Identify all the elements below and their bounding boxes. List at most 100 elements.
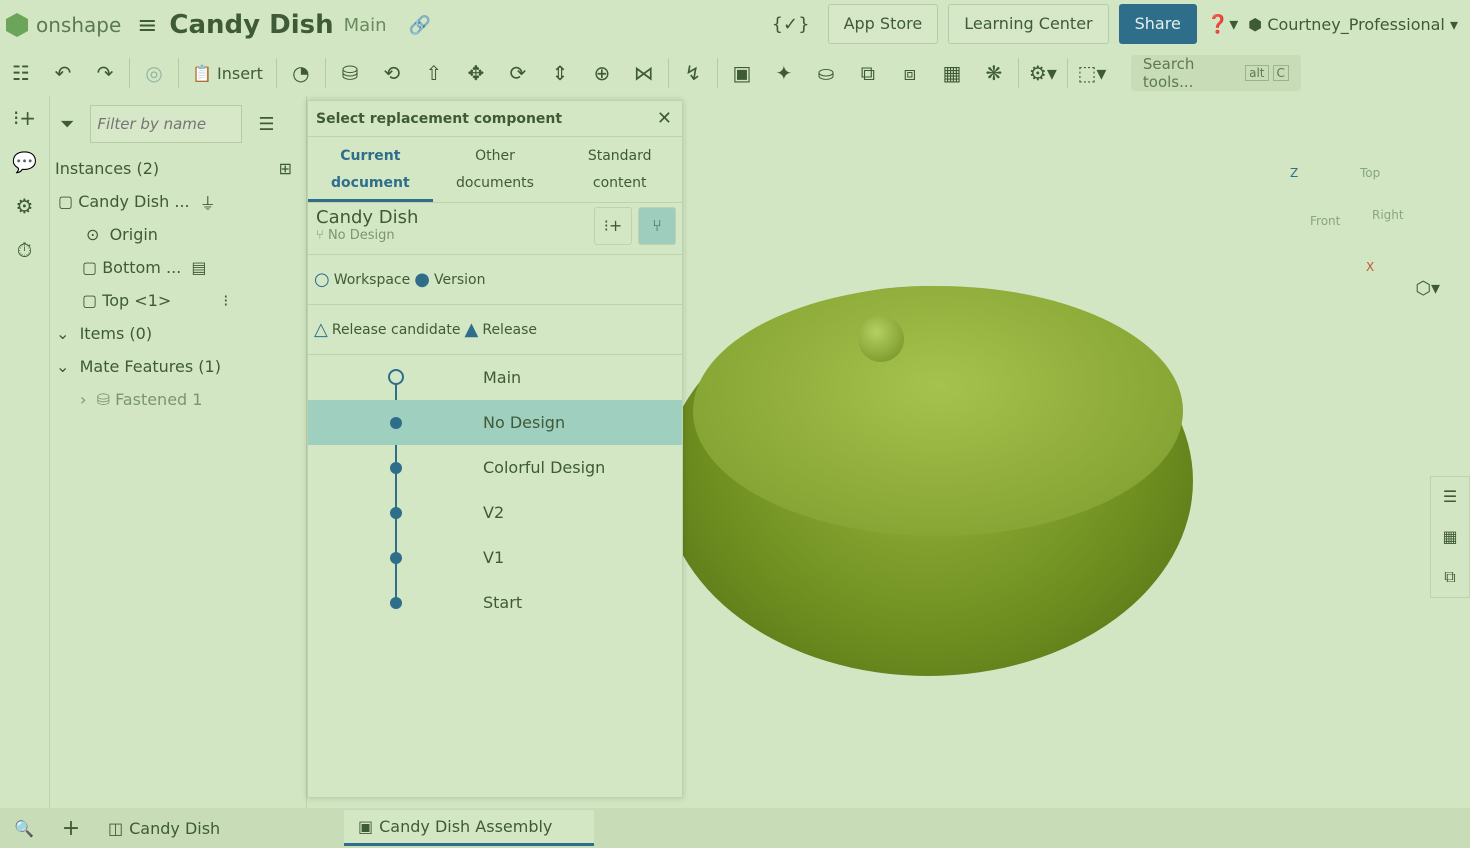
- history-icon[interactable]: ⏱: [16, 238, 33, 262]
- version-node-icon: [390, 597, 402, 609]
- version-label: No Design: [483, 413, 566, 432]
- properties-icon[interactable]: ☰: [1442, 487, 1458, 506]
- circular-pattern-icon[interactable]: ⧈: [903, 61, 917, 85]
- gear-relation-icon[interactable]: ❋: [985, 61, 1003, 85]
- release-icon: ▲: [464, 319, 479, 340]
- version-row[interactable]: Start: [308, 580, 682, 625]
- document-name: Candy Dish: [316, 207, 419, 228]
- list-view-icon[interactable]: ☰: [258, 113, 275, 135]
- document-title[interactable]: Candy Dish: [169, 10, 334, 40]
- settings-icon[interactable]: ⚙▾: [1028, 61, 1057, 85]
- filter-icon[interactable]: ⏷: [60, 113, 75, 135]
- update-icon[interactable]: ◎: [145, 61, 163, 85]
- version-icon: ●: [414, 269, 430, 290]
- version-label: Main: [483, 368, 522, 387]
- mate-features-group[interactable]: ⌄ Mate Features (1): [56, 357, 221, 376]
- variable-icon[interactable]: {✓}: [771, 13, 810, 35]
- divider: [716, 58, 718, 88]
- version-row[interactable]: V1: [308, 535, 682, 580]
- insert-button[interactable]: 📋 Insert: [192, 63, 263, 83]
- cylindrical-mate-icon[interactable]: ⟳: [509, 61, 527, 85]
- left-rail: ⁝+ 💬 ⚙ ⏱: [0, 96, 50, 848]
- close-icon[interactable]: ✕: [656, 108, 672, 129]
- group-icon[interactable]: ▣: [732, 61, 752, 85]
- fastened-mate-icon[interactable]: ⛁: [341, 61, 359, 85]
- tab-other-documents[interactable]: Other documents: [433, 137, 558, 202]
- fixed-icon: ▤: [191, 258, 207, 277]
- user-menu[interactable]: ⬢ Courtney_Professional ▾: [1248, 14, 1458, 34]
- instance-candy-dish[interactable]: ▢ Candy Dish ... ⏚: [50, 185, 306, 218]
- cube-front-face[interactable]: Front: [1310, 214, 1341, 228]
- replicate-icon[interactable]: ⛀: [817, 61, 835, 85]
- instance-top[interactable]: ▢ Top <1> ⁝: [82, 291, 229, 310]
- add-instance-icon[interactable]: ⁝+: [12, 106, 37, 130]
- items-group[interactable]: ⌄ Items (0): [56, 324, 153, 343]
- configurations-icon[interactable]: ⧉: [1444, 567, 1456, 586]
- comments-icon[interactable]: 💬: [12, 150, 37, 174]
- view-options-icon[interactable]: ⬡▾: [1415, 278, 1440, 299]
- version-label: V2: [483, 503, 505, 522]
- onshape-logo[interactable]: onshape: [6, 13, 121, 37]
- top-bar: onshape ≡ Candy Dish Main 🔗 {✓} App Stor…: [0, 0, 1470, 50]
- origin-item[interactable]: ⊙ Origin: [86, 225, 158, 244]
- slider-mate-icon[interactable]: ⇧: [425, 61, 443, 85]
- feature-list-icon[interactable]: ☷: [12, 61, 30, 85]
- version-graph-button[interactable]: ⑂: [638, 207, 676, 245]
- divider: [178, 58, 179, 88]
- 3d-viewport[interactable]: Z Top Front Right X ⬡▾ ☰ ▦ ⧉: [683, 96, 1470, 808]
- version-row[interactable]: Colorful Design: [308, 445, 682, 490]
- fastened-mate-item[interactable]: › ⛁ Fastened 1: [80, 390, 203, 409]
- search-tabs-icon[interactable]: 🔍: [14, 818, 34, 838]
- create-version-button[interactable]: ⁝+: [594, 207, 632, 245]
- divider: [667, 58, 669, 88]
- snapshot-icon[interactable]: ◔: [292, 61, 310, 85]
- parallel-mate-icon[interactable]: ⋈: [633, 61, 654, 85]
- tab-assembly[interactable]: ▣ Candy Dish Assembly: [344, 810, 594, 846]
- cube-right-face[interactable]: Right: [1372, 208, 1404, 222]
- bom-icon[interactable]: ▦: [1442, 527, 1458, 546]
- instance-bottom[interactable]: ▢ Bottom ... ▤: [82, 258, 207, 277]
- parts-icon[interactable]: ⚙: [15, 194, 34, 218]
- app-store-button[interactable]: App Store: [827, 4, 939, 44]
- learning-center-button[interactable]: Learning Center: [948, 4, 1109, 44]
- redo-icon[interactable]: ↷: [96, 61, 114, 85]
- branch-name: Main: [343, 14, 387, 36]
- version-row[interactable]: Main: [308, 355, 682, 400]
- view-cube[interactable]: Z Top Front Right X: [1290, 156, 1410, 276]
- tab-current-document[interactable]: Current document: [308, 137, 433, 202]
- add-folder-icon[interactable]: ⊞: [278, 159, 292, 178]
- measure-icon[interactable]: ⬚▾: [1077, 61, 1107, 85]
- instance-label: Top <1>: [102, 291, 172, 310]
- ball-mate-icon[interactable]: ⊕: [593, 61, 611, 85]
- planar-mate-icon[interactable]: ✥: [467, 61, 485, 85]
- help-icon[interactable]: ❓▾: [1206, 13, 1239, 35]
- linear-pattern-icon[interactable]: ⧉: [860, 61, 876, 85]
- filter-input[interactable]: [90, 105, 243, 143]
- tab-label: Other: [475, 148, 515, 164]
- revolute-mate-icon[interactable]: ⟲: [383, 61, 401, 85]
- tab-label: Standard: [587, 148, 652, 164]
- fastened-label: Fastened 1: [115, 390, 203, 409]
- undo-icon[interactable]: ↶: [54, 61, 72, 85]
- explode-icon[interactable]: ▦: [942, 61, 962, 85]
- version-row[interactable]: V2: [308, 490, 682, 535]
- legend-release: Release: [482, 321, 538, 338]
- cube-top-face[interactable]: Top: [1360, 166, 1381, 180]
- mate-connector-icon[interactable]: ✦: [775, 61, 793, 85]
- tab-part-studio[interactable]: ◫ Candy Dish: [94, 810, 344, 846]
- tangent-mate-icon[interactable]: ↯: [684, 61, 702, 85]
- part-studio-icon: ◫: [108, 818, 124, 838]
- link-icon[interactable]: 🔗: [408, 14, 432, 36]
- hamburger-menu-icon[interactable]: ≡: [137, 11, 158, 39]
- right-panel-toolbar: ☰ ▦ ⧉: [1430, 476, 1470, 598]
- tab-label: Current: [340, 148, 401, 164]
- search-tools-input[interactable]: Search tools... alt C: [1130, 55, 1301, 91]
- share-button[interactable]: Share: [1118, 4, 1197, 44]
- version-label: V1: [483, 548, 505, 567]
- pin-slot-mate-icon[interactable]: ⇕: [551, 61, 569, 85]
- axis-x-label: X: [1366, 260, 1375, 274]
- version-node-icon: [390, 462, 402, 474]
- tab-standard-content[interactable]: Standard content: [557, 137, 682, 202]
- add-tab-icon[interactable]: +: [61, 815, 81, 841]
- version-row-selected[interactable]: No Design: [308, 400, 682, 445]
